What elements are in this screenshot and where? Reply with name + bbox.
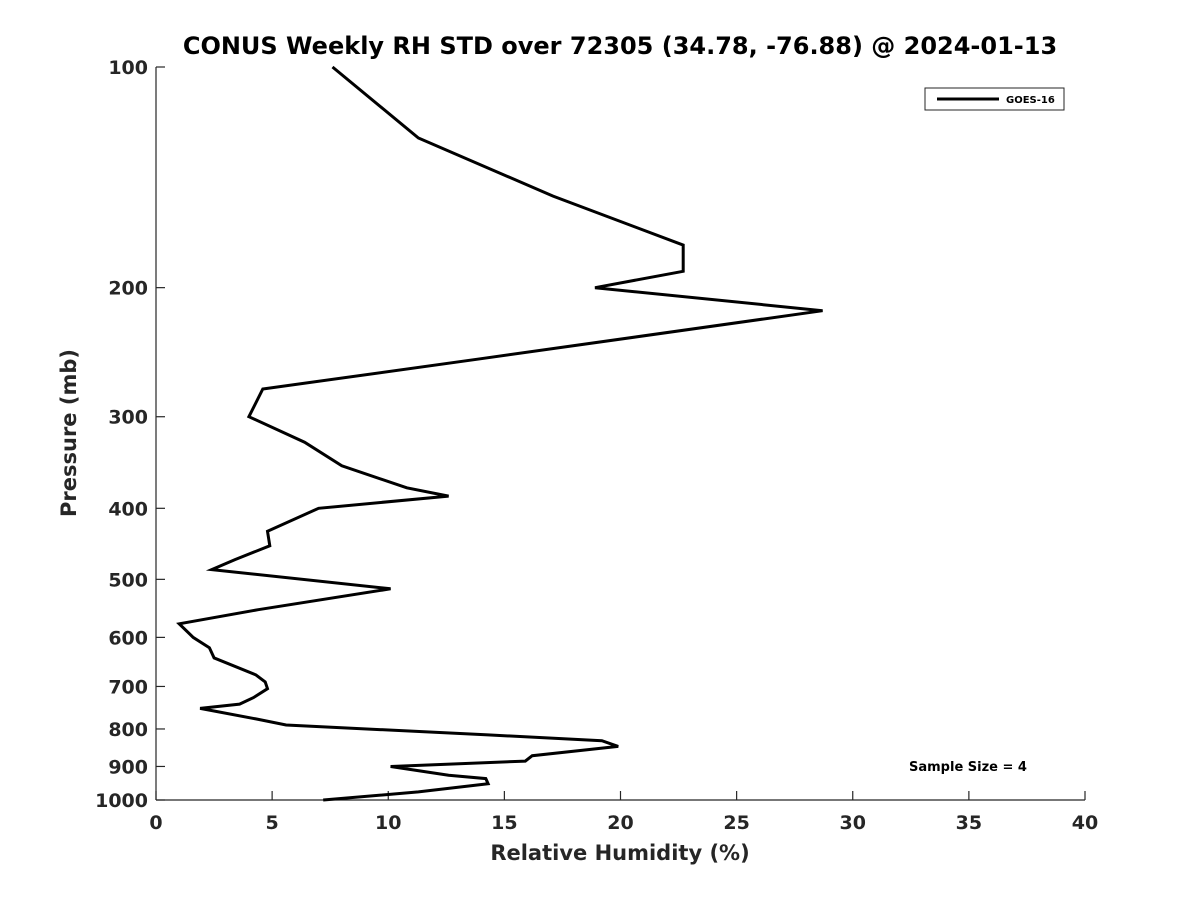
- y-tick-label: 200: [108, 278, 148, 300]
- x-tick-label: 20: [607, 812, 633, 834]
- y-axis-label: Pressure (mb): [57, 349, 81, 517]
- x-tick-label: 40: [1072, 812, 1098, 834]
- chart-title: CONUS Weekly RH STD over 72305 (34.78, -…: [183, 32, 1057, 60]
- y-tick-label: 1000: [95, 790, 148, 812]
- series-line-goes-16: [176, 65, 823, 802]
- x-tick-label: 0: [149, 812, 162, 834]
- plot-area: [156, 67, 1085, 800]
- x-tick-label: 15: [491, 812, 517, 834]
- y-tick-label: 300: [108, 407, 148, 429]
- legend-label-goes-16: GOES-16: [1006, 95, 1055, 106]
- y-tick-label: 100: [108, 57, 148, 79]
- x-tick-label: 35: [956, 812, 982, 834]
- y-tick-label: 900: [108, 756, 148, 778]
- y-tick-label: 600: [108, 627, 148, 649]
- x-tick-label: 25: [723, 812, 749, 834]
- y-tick-label: 800: [108, 719, 148, 741]
- y-tick-label: 500: [108, 569, 148, 591]
- legend: GOES-16: [924, 87, 1065, 111]
- x-ticks: 0 5 10 15 20 25 30 35 40: [149, 791, 1098, 834]
- y-ticks: 100 200 300 400 500 600 700 800 900 1000: [95, 57, 165, 812]
- sample-size-annotation: Sample Size = 4: [909, 760, 1027, 775]
- y-tick-label: 700: [108, 676, 148, 698]
- x-tick-label: 5: [266, 812, 279, 834]
- x-axis-label: Relative Humidity (%): [490, 841, 749, 865]
- y-tick-label: 400: [108, 498, 148, 520]
- x-tick-label: 10: [375, 812, 401, 834]
- series-layer: [176, 65, 823, 802]
- x-tick-label: 30: [840, 812, 866, 834]
